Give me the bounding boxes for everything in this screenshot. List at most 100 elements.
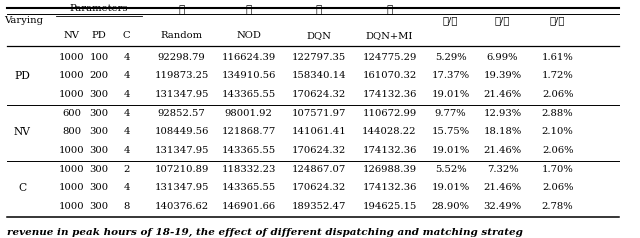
Text: 5.52%: 5.52%	[435, 165, 467, 174]
Text: PD: PD	[92, 31, 106, 40]
Text: DQN+MI: DQN+MI	[365, 31, 413, 40]
Text: 300: 300	[90, 183, 109, 192]
Text: 4: 4	[124, 53, 130, 62]
Text: 2.06%: 2.06%	[542, 183, 573, 192]
Text: 170624.32: 170624.32	[292, 146, 346, 155]
Text: 124867.07: 124867.07	[292, 165, 346, 174]
Text: 9.77%: 9.77%	[435, 109, 467, 118]
Text: 189352.47: 189352.47	[292, 202, 346, 211]
Text: revenue in peak hours of 18-19, the effect of different dispatching and matching: revenue in peak hours of 18-19, the effe…	[7, 228, 523, 237]
Text: 2.06%: 2.06%	[542, 146, 573, 155]
Text: 300: 300	[90, 109, 109, 118]
Text: 1000: 1000	[59, 165, 84, 174]
Text: 92852.57: 92852.57	[157, 109, 205, 118]
Text: 32.49%: 32.49%	[483, 202, 522, 211]
Text: 1000: 1000	[59, 202, 84, 211]
Text: 1.72%: 1.72%	[541, 71, 573, 80]
Text: 131347.95: 131347.95	[154, 90, 209, 99]
Text: ④/②: ④/②	[495, 16, 510, 25]
Text: 19.01%: 19.01%	[431, 146, 470, 155]
Text: 170624.32: 170624.32	[292, 183, 346, 192]
Text: 134910.56: 134910.56	[221, 71, 276, 80]
Text: 140376.62: 140376.62	[154, 202, 209, 211]
Text: 174132.36: 174132.36	[362, 146, 417, 155]
Text: 107210.89: 107210.89	[154, 165, 209, 174]
Text: 110672.99: 110672.99	[362, 109, 417, 118]
Text: 21.46%: 21.46%	[483, 183, 522, 192]
Text: 1.70%: 1.70%	[541, 165, 573, 174]
Text: ④/③: ④/③	[550, 16, 565, 25]
Text: 161070.32: 161070.32	[362, 71, 417, 80]
Text: ②: ②	[246, 5, 252, 15]
Text: Parameters: Parameters	[70, 4, 128, 13]
Text: 300: 300	[90, 146, 109, 155]
Text: 146901.66: 146901.66	[221, 202, 276, 211]
Text: 6.99%: 6.99%	[487, 53, 518, 62]
Text: 170624.32: 170624.32	[292, 90, 346, 99]
Text: Random: Random	[161, 31, 203, 40]
Text: 12.93%: 12.93%	[483, 109, 522, 118]
Text: 17.37%: 17.37%	[431, 71, 470, 80]
Text: 107571.97: 107571.97	[292, 109, 346, 118]
Text: Varying: Varying	[4, 16, 44, 25]
Text: 7.32%: 7.32%	[487, 165, 518, 174]
Text: C: C	[123, 31, 131, 40]
Text: 21.46%: 21.46%	[483, 90, 522, 99]
Text: 1000: 1000	[59, 71, 84, 80]
Text: 18.18%: 18.18%	[483, 127, 522, 136]
Text: 2: 2	[124, 165, 130, 174]
Text: NOD: NOD	[236, 31, 261, 40]
Text: 200: 200	[90, 71, 109, 80]
Text: 4: 4	[124, 90, 130, 99]
Text: 800: 800	[62, 127, 81, 136]
Text: NV: NV	[63, 31, 79, 40]
Text: 121868.77: 121868.77	[221, 127, 276, 136]
Text: 1000: 1000	[59, 53, 84, 62]
Text: 118332.23: 118332.23	[221, 165, 276, 174]
Text: 2.88%: 2.88%	[542, 109, 573, 118]
Text: 300: 300	[90, 90, 109, 99]
Text: 124775.29: 124775.29	[362, 53, 417, 62]
Text: 4: 4	[124, 183, 130, 192]
Text: NV: NV	[14, 127, 31, 137]
Text: ①: ①	[179, 5, 185, 15]
Text: C: C	[19, 183, 26, 193]
Text: 4: 4	[124, 127, 130, 136]
Text: 15.75%: 15.75%	[431, 127, 470, 136]
Text: 19.01%: 19.01%	[431, 183, 470, 192]
Text: 21.46%: 21.46%	[483, 146, 522, 155]
Text: ③/②: ③/②	[443, 16, 458, 25]
Text: 5.29%: 5.29%	[435, 53, 467, 62]
Text: 126988.39: 126988.39	[362, 165, 417, 174]
Text: 4: 4	[124, 109, 130, 118]
Text: ③: ③	[316, 5, 323, 15]
Text: 98001.92: 98001.92	[225, 109, 273, 118]
Text: 131347.95: 131347.95	[154, 183, 209, 192]
Text: 300: 300	[90, 127, 109, 136]
Text: 131347.95: 131347.95	[154, 146, 209, 155]
Text: 2.78%: 2.78%	[542, 202, 573, 211]
Text: 8: 8	[124, 202, 130, 211]
Text: 92298.79: 92298.79	[157, 53, 205, 62]
Text: 143365.55: 143365.55	[221, 146, 276, 155]
Text: 174132.36: 174132.36	[362, 90, 417, 99]
Text: 158340.14: 158340.14	[292, 71, 346, 80]
Text: DQN: DQN	[307, 31, 332, 40]
Text: 143365.55: 143365.55	[221, 90, 276, 99]
Text: 1000: 1000	[59, 183, 84, 192]
Text: 116624.39: 116624.39	[221, 53, 276, 62]
Text: 100: 100	[90, 53, 109, 62]
Text: 4: 4	[124, 71, 130, 80]
Text: 19.01%: 19.01%	[431, 90, 470, 99]
Text: ④: ④	[387, 5, 392, 15]
Text: 300: 300	[90, 165, 109, 174]
Text: 28.90%: 28.90%	[431, 202, 470, 211]
Text: 174132.36: 174132.36	[362, 183, 417, 192]
Text: 600: 600	[62, 109, 81, 118]
Text: 19.39%: 19.39%	[483, 71, 522, 80]
Text: 122797.35: 122797.35	[292, 53, 346, 62]
Text: 143365.55: 143365.55	[221, 183, 276, 192]
Text: 119873.25: 119873.25	[154, 71, 209, 80]
Text: 1000: 1000	[59, 90, 84, 99]
Text: PD: PD	[15, 71, 30, 81]
